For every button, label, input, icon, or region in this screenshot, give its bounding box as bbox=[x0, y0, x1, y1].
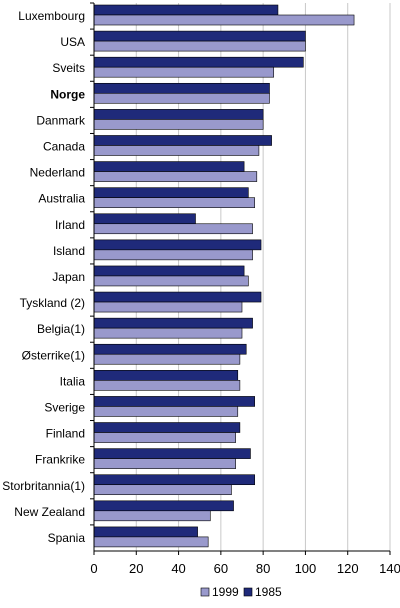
bar-1999-irland bbox=[93, 223, 253, 235]
bar-1999-danmark bbox=[93, 119, 264, 130]
category-label: Storbritannia(1) bbox=[2, 479, 85, 493]
bar-1985-usa bbox=[93, 30, 306, 42]
bar-1999-sveits bbox=[93, 66, 275, 78]
bar-1985-australia bbox=[93, 187, 249, 198]
bar-1985-spania bbox=[93, 526, 198, 538]
category-label: Danmark bbox=[36, 113, 86, 127]
category-label: Sveits bbox=[52, 61, 85, 75]
bar-1999-norge bbox=[93, 92, 270, 104]
category-label: New Zealand bbox=[14, 505, 85, 519]
legend-swatch-1985 bbox=[243, 587, 253, 597]
legend-label-1999: 1999 bbox=[212, 585, 239, 599]
category-label: Irland bbox=[55, 218, 85, 232]
bar-1985-island bbox=[93, 239, 262, 251]
x-tick-label: 140 bbox=[379, 561, 400, 576]
bar-1999-usa bbox=[93, 40, 306, 52]
bar-1985-irland bbox=[93, 213, 196, 225]
bar-1985-frankrike bbox=[93, 448, 251, 459]
bar-1999-island bbox=[93, 249, 253, 261]
bar-1985-canada bbox=[93, 135, 272, 146]
bar-1985-danmark bbox=[93, 109, 264, 120]
bar-1985-belgia-1- bbox=[93, 317, 253, 329]
bar-1985-finland bbox=[93, 422, 241, 433]
category-label: Finland bbox=[46, 427, 85, 441]
bar-1999-canada bbox=[93, 145, 260, 156]
bar-1985-luxembourg bbox=[93, 4, 279, 16]
bar-1999-finland bbox=[93, 432, 236, 443]
category-label: Island bbox=[53, 244, 85, 258]
bar-1999-tyskland-2- bbox=[93, 301, 243, 313]
bar-1999-frankrike bbox=[93, 458, 236, 469]
bar-1985-sverige bbox=[93, 396, 255, 407]
x-tick-label: 20 bbox=[129, 561, 143, 576]
category-label: Østerrike(1) bbox=[22, 348, 85, 362]
bar-1985-new-zealand bbox=[93, 500, 234, 512]
bar-1999-nederland bbox=[93, 171, 258, 182]
bar-1999-australia bbox=[93, 197, 255, 208]
bar-1999-sverige bbox=[93, 406, 239, 417]
category-label: Norge bbox=[50, 87, 85, 101]
category-label: Frankrike bbox=[35, 453, 85, 467]
bar-1999-spania bbox=[93, 536, 209, 548]
x-tick-label: 40 bbox=[171, 561, 185, 576]
bar-1999-luxembourg bbox=[93, 14, 355, 26]
category-label: Sverige bbox=[44, 400, 85, 414]
x-tick-label: 100 bbox=[295, 561, 317, 576]
bar-1985-østerrike-1- bbox=[93, 343, 247, 355]
bar-1985-tyskland-2- bbox=[93, 291, 262, 303]
bar-1999-østerrike-1- bbox=[93, 353, 241, 365]
category-label: Canada bbox=[43, 140, 85, 154]
bar-1985-italia bbox=[93, 370, 239, 381]
x-tick-label: 120 bbox=[337, 561, 359, 576]
category-label: Japan bbox=[52, 270, 85, 284]
category-label: Italia bbox=[60, 374, 86, 388]
bar-1985-storbritannia-1- bbox=[93, 474, 255, 486]
legend-swatch-1999 bbox=[200, 587, 210, 597]
category-label: Luxembourg bbox=[18, 9, 85, 23]
bar-1999-japan bbox=[93, 275, 249, 287]
x-tick-label: 0 bbox=[90, 561, 97, 576]
bar-1985-japan bbox=[93, 265, 245, 277]
category-label: Belgia(1) bbox=[37, 322, 85, 336]
category-label: USA bbox=[60, 35, 85, 49]
bar-1999-belgia-1- bbox=[93, 327, 243, 339]
category-label: Tyskland (2) bbox=[20, 296, 85, 310]
legend-label-1985: 1985 bbox=[255, 585, 282, 599]
x-tick-label: 80 bbox=[256, 561, 270, 576]
category-label: Australia bbox=[38, 192, 85, 206]
category-label: Nederland bbox=[30, 166, 85, 180]
bar-1999-storbritannia-1- bbox=[93, 484, 232, 496]
bar-1999-italia bbox=[93, 380, 241, 391]
x-tick-label: 60 bbox=[214, 561, 228, 576]
category-label: Spania bbox=[48, 531, 86, 545]
bar-1985-norge bbox=[93, 82, 270, 94]
bar-1985-nederland bbox=[93, 161, 245, 172]
bar-1985-sveits bbox=[93, 56, 304, 68]
bar-1999-new-zealand bbox=[93, 510, 211, 522]
